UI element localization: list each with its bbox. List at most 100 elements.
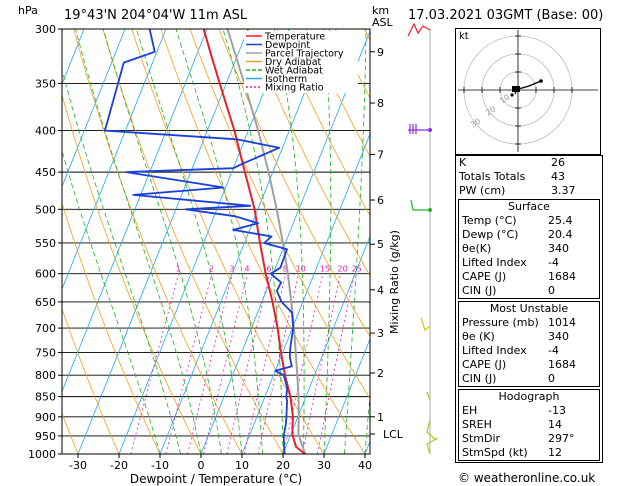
km-tick-label: 7 <box>377 148 384 161</box>
mu-value: 340 <box>548 330 569 343</box>
isotherm-line <box>62 29 208 393</box>
km-tick-label: 4 <box>377 284 384 297</box>
mixing-ratio-label: 15 <box>320 265 330 274</box>
mu-label: Pressure (mb) <box>462 316 539 329</box>
hodo-value: 297° <box>548 432 575 445</box>
wet-adiabat-line <box>222 29 284 454</box>
dry-adiabat-line <box>62 307 120 454</box>
index-row-pw: PW (cm) 3.37 <box>456 184 602 198</box>
grid-layer: 1 2 3 4 6 8 10 15 20 25 <box>62 29 370 454</box>
wet-adiabat-line <box>364 391 370 454</box>
legend-background <box>244 31 358 93</box>
hodograph: kt 10 20 30 <box>455 28 601 155</box>
km-unit-label: km <box>372 4 389 17</box>
surface-title: Surface <box>508 200 550 213</box>
y-axis-label: Mixing Ratio (g/kg) <box>388 230 401 334</box>
index-label: K <box>459 156 467 169</box>
temperature-tick-label: 10 <box>235 459 249 472</box>
mu-label: θe (K) <box>462 330 495 343</box>
pressure-tick-label: 550 <box>35 237 56 250</box>
x-axis-label: Dewpoint / Temperature (°C) <box>130 472 302 486</box>
legend-label: Temperature <box>264 32 325 43</box>
pressure-tick-label: 900 <box>35 411 56 424</box>
hodograph-kt-label: kt <box>459 31 469 42</box>
pressure-unit-label: hPa <box>18 4 38 17</box>
copyright-text: © weatheronline.co.uk <box>458 471 595 485</box>
dry-adiabat-line <box>247 29 370 277</box>
wind-barb-300-icon <box>407 22 431 37</box>
mixing-ratio-label: 6 <box>267 265 272 274</box>
isotherm-line <box>241 132 370 454</box>
series-layer <box>104 29 307 454</box>
dry-adiabat-line <box>189 29 370 400</box>
wet-adiabat-line <box>323 29 332 454</box>
surface-label: Temp (°C) <box>462 214 517 227</box>
pressure-tick-label: 350 <box>35 77 56 90</box>
mixing-ratio-label: 20 <box>338 265 348 274</box>
legend-label: Mixing Ratio <box>265 83 324 94</box>
hodo-label: SREH <box>462 418 492 431</box>
pressure-tick-label: 650 <box>35 296 56 309</box>
hodo-value: 12 <box>548 446 562 459</box>
legend-label: Dewpoint <box>265 40 310 51</box>
mu-label: CIN (J) <box>462 372 497 385</box>
mu-label: Lifted Index <box>462 344 527 357</box>
asl-unit-label: ASL <box>372 16 394 29</box>
mu-value: 1014 <box>548 316 576 329</box>
hodo-label: EH <box>462 404 478 417</box>
wind-barb-700-icon <box>420 317 431 332</box>
index-label: Totals Totals <box>459 170 526 183</box>
pressure-tick-label: 600 <box>35 268 56 281</box>
dewpoint-curve <box>104 29 295 454</box>
temperature-tick-label: 0 <box>198 459 205 472</box>
mixing-ratio-line <box>283 273 324 454</box>
most-unstable-title: Most Unstable <box>489 302 569 315</box>
mixing-ratio-line <box>130 273 179 454</box>
pressure-tick-label: 500 <box>35 203 56 216</box>
isotherm-line <box>62 29 167 291</box>
hodograph-start-marker <box>510 93 514 97</box>
storm-motion-marker <box>512 86 520 92</box>
surface-value: 25.4 <box>548 214 573 227</box>
axes-layer: 3003504004505005506006507007508008509009… <box>28 23 404 486</box>
dry-adiabat-line <box>305 29 370 158</box>
pressure-tick-label: 700 <box>35 322 56 335</box>
isotherm-line <box>77 29 249 454</box>
location-title: 19°43'N 204°04'W 11m ASL <box>64 8 248 23</box>
pressure-tick-label: 750 <box>35 346 56 359</box>
index-row-k: K 26 <box>456 156 602 170</box>
hodograph-section: Hodograph EH -13 SREH 14 StmDir 297° StmSpd… <box>458 389 600 461</box>
wet-adiabat-line <box>62 149 161 454</box>
isotherm-line <box>282 235 370 454</box>
hodo-value: -13 <box>548 404 566 417</box>
km-tick-label: 1 <box>377 411 384 424</box>
km-tick-label: 8 <box>377 97 384 110</box>
legend-label: Isotherm <box>265 74 307 85</box>
wet-adiabat-line <box>175 29 263 454</box>
surface-label: Dewp (°C) <box>462 228 519 241</box>
pressure-tick-label: 850 <box>35 391 56 404</box>
pressure-tick-label: 450 <box>35 166 56 179</box>
index-value: 26 <box>551 156 565 169</box>
isotherm-line <box>62 29 126 188</box>
surface-label: θe(K) <box>462 242 492 255</box>
temperature-tick-label: 30 <box>317 459 331 472</box>
wind-barbs <box>407 22 439 455</box>
temperature-curve <box>202 29 306 454</box>
pressure-tick-label: 950 <box>35 430 56 443</box>
mu-value: -4 <box>548 344 559 357</box>
mixing-ratio-line <box>226 273 270 454</box>
wet-adiabat-line <box>62 68 181 454</box>
wind-barb-500-icon <box>410 199 432 212</box>
km-tick-label: 9 <box>377 46 384 59</box>
mixing-ratio-line <box>165 273 213 454</box>
km-tick-label: 5 <box>377 238 384 251</box>
pressure-tick-label: 300 <box>35 23 56 36</box>
mixing-ratio-line <box>243 273 287 454</box>
plot-frame <box>61 28 371 455</box>
temperature-tick-label: 20 <box>276 459 290 472</box>
wet-adiabat-line <box>136 29 243 454</box>
wet-adiabat-line <box>274 29 305 454</box>
mu-value: 0 <box>548 372 555 385</box>
